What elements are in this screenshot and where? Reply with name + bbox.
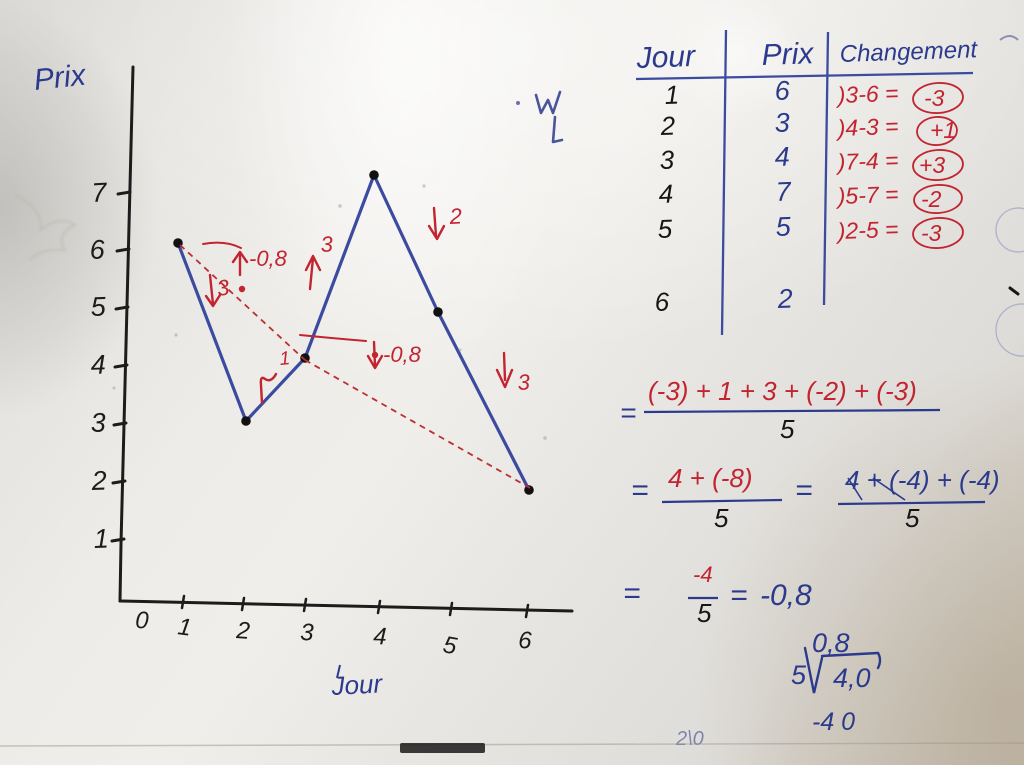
svg-text:-0,8: -0,8 [383, 342, 422, 367]
svg-text:-3: -3 [924, 85, 945, 111]
svg-text:)3-6 =: )3-6 = [834, 80, 899, 108]
svg-text:=: = [795, 474, 813, 507]
svg-text:-4: -4 [693, 562, 713, 587]
svg-text:7: 7 [775, 176, 792, 207]
svg-text:1: 1 [664, 80, 680, 110]
svg-text:-4 0: -4 0 [812, 708, 855, 736]
svg-text:1: 1 [279, 348, 291, 370]
svg-text:)4-3 =: )4-3 = [834, 113, 899, 141]
svg-text:3: 3 [320, 231, 334, 257]
svg-text:3: 3 [517, 369, 531, 395]
svg-text:1: 1 [176, 613, 193, 642]
svg-text:3: 3 [215, 274, 231, 301]
svg-text:6: 6 [89, 234, 106, 265]
svg-text:)5-7 =: )5-7 = [834, 181, 899, 209]
svg-text:4 + (-8): 4 + (-8) [668, 463, 753, 493]
svg-text:5: 5 [697, 598, 712, 628]
svg-text:2: 2 [448, 203, 463, 229]
svg-text:5: 5 [441, 631, 459, 660]
svg-text:5: 5 [657, 213, 673, 244]
svg-text:4: 4 [774, 141, 790, 172]
svg-text:2: 2 [235, 617, 251, 645]
svg-text:=: = [623, 577, 641, 610]
svg-text:1: 1 [93, 523, 109, 554]
svg-text:3: 3 [300, 619, 315, 646]
svg-text:5: 5 [791, 660, 807, 690]
svg-text:3: 3 [774, 107, 790, 138]
svg-text:4: 4 [373, 623, 387, 650]
svg-text:Changement: Changement [839, 36, 979, 68]
svg-text:2: 2 [90, 465, 107, 496]
svg-text:2: 2 [776, 283, 793, 314]
svg-text:4: 4 [658, 179, 674, 209]
svg-text:=: = [631, 474, 649, 507]
svg-text:6: 6 [774, 75, 791, 106]
svg-text:3: 3 [90, 407, 106, 438]
svg-text:6: 6 [654, 286, 670, 317]
svg-text:=: = [730, 579, 748, 612]
svg-text:4 + (-4) + (-4): 4 + (-4) + (-4) [845, 465, 1000, 495]
svg-text:0: 0 [135, 607, 150, 634]
svg-text:5: 5 [780, 414, 795, 444]
svg-text:(-3) + 1 + 3 + (-2) + (-3): (-3) + 1 + 3 + (-2) + (-3) [648, 376, 917, 406]
svg-text:Prix: Prix [32, 59, 88, 97]
svg-text:Jour: Jour [635, 40, 696, 75]
svg-text:5: 5 [714, 503, 729, 533]
svg-text:=: = [620, 397, 636, 428]
svg-text:7: 7 [91, 177, 109, 208]
svg-text:4,0: 4,0 [833, 663, 871, 693]
svg-text:3: 3 [659, 144, 675, 175]
svg-text:0,8: 0,8 [812, 628, 850, 658]
svg-text:Prix: Prix [761, 37, 815, 72]
svg-text:-0,8: -0,8 [249, 246, 288, 271]
svg-text:)2-5 =: )2-5 = [834, 216, 899, 244]
svg-text:+3: +3 [919, 152, 945, 178]
svg-text:-3: -3 [921, 220, 942, 246]
svg-text:4: 4 [90, 349, 106, 380]
svg-text:6: 6 [518, 627, 533, 654]
svg-text:2\0: 2\0 [675, 728, 704, 750]
svg-text:2: 2 [659, 110, 676, 141]
svg-text:-0,8: -0,8 [760, 579, 812, 612]
svg-text:-2: -2 [921, 186, 942, 212]
svg-text:5: 5 [90, 291, 107, 322]
svg-text:)7-4 =: )7-4 = [834, 147, 899, 175]
svg-text:5: 5 [775, 211, 792, 242]
svg-text:5: 5 [905, 503, 920, 533]
